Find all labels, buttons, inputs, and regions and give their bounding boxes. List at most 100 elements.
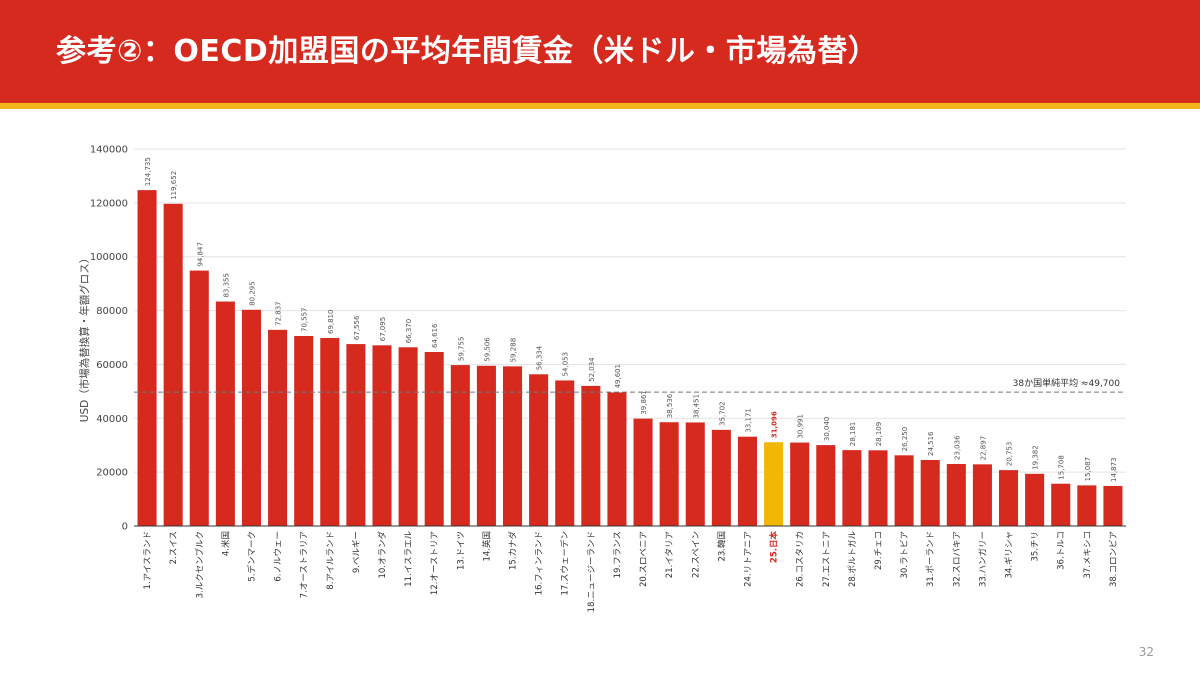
x-tick-label: 6.ノルウェー	[274, 531, 284, 582]
bar	[1103, 485, 1123, 526]
bar	[972, 464, 992, 526]
bar	[607, 392, 627, 526]
data-label: 14,873	[1110, 457, 1118, 482]
x-tick-label: 38.コロンビア	[1109, 531, 1119, 587]
bar	[163, 203, 183, 526]
page-number: 32	[1138, 645, 1154, 659]
data-label: 70,557	[301, 308, 309, 333]
x-tick-label: 5.デンマーク	[246, 531, 257, 582]
data-label: 49,601	[614, 364, 622, 389]
bar	[137, 190, 157, 527]
data-label: 52,034	[588, 357, 596, 382]
data-label: 124,735	[144, 157, 152, 186]
bar	[529, 374, 549, 526]
bar	[946, 463, 966, 526]
x-tick-label: 37.メキシコ	[1083, 531, 1093, 579]
x-tick-label: 35.チリ	[1031, 531, 1041, 562]
data-label: 67,095	[379, 317, 387, 342]
bar	[450, 365, 470, 526]
x-tick-label: 34.ギリシャ	[1005, 531, 1015, 579]
x-tick-label: 8.アイルランド	[326, 531, 336, 590]
x-tick-label: 16.フィンランド	[535, 531, 545, 595]
bar	[372, 345, 392, 526]
bar	[476, 365, 496, 526]
bar	[659, 422, 679, 526]
bar	[189, 270, 209, 526]
bar	[294, 336, 314, 526]
x-tick-label: 3.ルクセンブルク	[194, 531, 205, 598]
data-label: 80,295	[248, 281, 256, 306]
average-line-label: 38か国単純平均 ≈49,700	[1013, 377, 1121, 389]
bar	[920, 459, 940, 526]
y-tick-label: 20000	[96, 468, 128, 479]
data-label: 22,897	[979, 436, 987, 461]
bar	[868, 450, 888, 526]
data-label: 15,087	[1084, 457, 1092, 482]
data-label: 31,096	[771, 411, 779, 438]
data-label: 56,334	[536, 345, 544, 370]
x-tick-label: 32.スロバキア	[952, 531, 962, 587]
x-tick-label: 21.イタリア	[665, 531, 675, 578]
bar	[998, 470, 1019, 526]
data-label: 30,040	[823, 417, 831, 442]
data-label: 94,847	[196, 242, 204, 267]
x-tick-label: 26.コスタリカ	[796, 531, 806, 587]
x-tick-label: 36.トルコ	[1057, 531, 1067, 570]
y-tick-label: 140000	[90, 145, 128, 156]
x-tick-label: 29.チェコ	[874, 531, 884, 570]
header-bar	[0, 0, 1200, 103]
x-tick-label: 1.アイスランド	[143, 531, 153, 589]
bar	[241, 309, 262, 526]
bar	[711, 429, 731, 526]
data-label: 67,556	[353, 315, 361, 340]
bar	[581, 385, 601, 526]
bar	[1025, 473, 1045, 526]
x-tick-label: 30.ラトビア	[900, 531, 910, 579]
y-tick-label: 60000	[96, 360, 128, 371]
data-label: 20,753	[1006, 442, 1014, 467]
data-label: 83,355	[222, 273, 230, 298]
bar	[1077, 485, 1097, 526]
x-tick-label: 24.リトアニア	[743, 531, 753, 587]
bar	[816, 445, 836, 526]
data-label: 39,861	[640, 390, 648, 415]
data-label: 28,181	[849, 422, 857, 447]
x-tick-label: 22.スペイン	[691, 531, 701, 578]
data-label: 23,036	[953, 435, 961, 460]
x-tick-label: 19.フランス	[613, 531, 623, 578]
data-label: 28,109	[875, 422, 883, 447]
data-label: 30,991	[797, 414, 805, 439]
bar	[398, 347, 418, 526]
data-label: 38,451	[692, 394, 700, 419]
bar	[268, 329, 288, 526]
y-tick-label: 120000	[90, 198, 128, 209]
bar	[685, 422, 705, 526]
bar	[764, 442, 784, 526]
data-label: 38,536	[666, 393, 674, 418]
x-tick-label: 20.スロベニア	[639, 531, 649, 587]
x-tick-label: 31.ポーランド	[926, 531, 936, 587]
x-tick-label: 18.ニュージーランド	[587, 531, 597, 612]
x-tick-label: 25.日本	[769, 531, 780, 564]
data-label: 59,506	[483, 337, 491, 362]
bar	[215, 301, 235, 526]
y-axis-label: USD（市場為替換算・年額グロス）	[78, 253, 91, 422]
x-tick-label: 13.ドイツ	[456, 531, 466, 570]
x-tick-label: 33.ハンガリー	[977, 531, 988, 587]
data-label: 24,516	[927, 431, 935, 456]
data-label: 66,370	[405, 319, 413, 344]
header-stripe	[0, 103, 1200, 109]
data-label: 72,837	[275, 301, 283, 326]
y-tick-label: 40000	[96, 414, 128, 425]
y-tick-label: 100000	[90, 252, 128, 263]
bar	[737, 436, 758, 526]
x-tick-label: 28.ポルトガル	[847, 531, 858, 588]
x-tick-label: 23.韓国	[716, 531, 727, 562]
data-label: 19,382	[1032, 445, 1040, 470]
x-tick-label: 27.エストニア	[822, 531, 832, 587]
data-label: 54,053	[562, 352, 570, 377]
bar	[790, 442, 810, 526]
x-tick-label: 10.オランダ	[377, 531, 388, 579]
bar	[633, 418, 653, 526]
